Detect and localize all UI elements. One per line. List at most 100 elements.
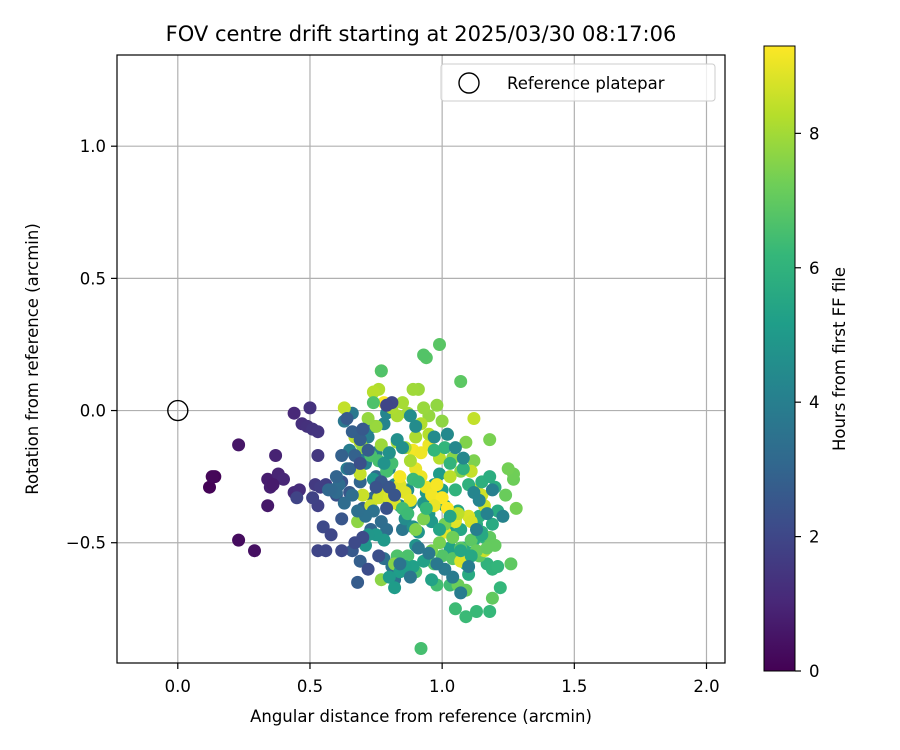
data-point	[351, 575, 365, 589]
data-point	[472, 493, 486, 507]
data-point	[382, 570, 396, 584]
data-point	[361, 412, 375, 425]
data-point	[353, 456, 367, 470]
data-point	[382, 446, 396, 460]
y-tick-label: 0.5	[80, 269, 106, 288]
data-point	[311, 449, 325, 462]
data-point	[483, 433, 497, 447]
data-point	[456, 451, 470, 465]
data-point	[340, 412, 354, 425]
x-tick-label: 0.0	[165, 677, 191, 696]
data-point	[440, 427, 454, 441]
data-point	[483, 470, 497, 484]
colorbar-label: Hours from first FF file	[830, 267, 849, 451]
data-point	[374, 364, 388, 378]
chart-title: FOV centre drift starting at 2025/03/30 …	[166, 22, 677, 46]
data-point	[203, 480, 216, 494]
data-point	[433, 467, 446, 481]
legend-box	[440, 63, 716, 102]
data-point	[448, 441, 462, 455]
data-point	[388, 488, 402, 502]
x-tick-label: 0.5	[297, 677, 323, 696]
data-point	[335, 512, 349, 526]
colorbar-tick-label: 4	[809, 393, 820, 412]
data-point	[480, 541, 494, 555]
data-point	[417, 401, 431, 415]
data-point	[462, 560, 476, 573]
y-tick-label: −0.5	[66, 534, 106, 553]
data-point	[470, 523, 483, 536]
data-point	[266, 478, 280, 492]
data-point	[427, 430, 441, 444]
legend-marker-icon	[458, 72, 480, 94]
colorbar-tick-label: 8	[809, 124, 820, 143]
data-point	[401, 549, 415, 563]
data-point	[366, 396, 380, 410]
y-axis-label: Rotation from reference (arcmin)	[23, 223, 42, 495]
data-point	[322, 483, 335, 497]
data-point	[454, 586, 468, 600]
data-point	[372, 491, 386, 505]
data-point	[411, 475, 425, 489]
data-point	[303, 401, 317, 415]
data-point	[311, 425, 325, 439]
data-point	[351, 504, 365, 518]
x-tick-label: 1.0	[429, 677, 455, 696]
legend-label: Reference platepar	[507, 74, 665, 93]
data-point	[377, 456, 391, 470]
data-point	[414, 642, 428, 655]
data-point	[396, 396, 409, 410]
data-point	[456, 462, 470, 476]
x-tick-label: 2.0	[693, 677, 719, 696]
data-point	[430, 557, 444, 571]
data-point	[427, 443, 441, 457]
data-point	[509, 501, 523, 515]
data-point	[433, 338, 446, 351]
y-tick-label: 1.0	[80, 137, 106, 156]
data-point	[414, 446, 428, 460]
data-point	[448, 483, 462, 497]
data-point	[446, 570, 460, 584]
data-point	[324, 528, 338, 542]
data-point	[353, 554, 367, 568]
data-point	[467, 412, 481, 425]
x-axis-label: Angular distance from reference (arcmin)	[250, 707, 592, 726]
data-point	[232, 533, 246, 547]
data-point	[345, 425, 359, 439]
data-point	[329, 470, 343, 484]
data-point	[409, 419, 423, 433]
data-point	[369, 419, 383, 433]
data-point	[374, 438, 388, 452]
data-point	[459, 610, 473, 624]
data-point	[483, 605, 497, 618]
ticks-layer: 0.0 0.5 1.0 1.5 2.0 1.0 0.5 0.0 −0.5	[66, 137, 720, 696]
data-point	[337, 496, 351, 510]
data-point	[485, 591, 499, 605]
data-point	[369, 480, 383, 494]
y-tick-label: 0.0	[80, 402, 106, 421]
data-point	[343, 462, 357, 476]
data-point	[316, 520, 330, 534]
data-point	[454, 544, 468, 558]
colorbar-ticks: 0 2 4 6 8	[795, 124, 820, 681]
data-point	[443, 509, 457, 523]
data-point	[459, 435, 473, 449]
colorbar-tick-label: 2	[809, 528, 820, 547]
data-point	[504, 557, 518, 571]
data-point	[403, 570, 417, 584]
colorbar-tick-label: 6	[809, 259, 820, 278]
data-point	[443, 541, 457, 555]
data-point	[388, 581, 402, 595]
colorbar-tick-label: 0	[809, 662, 820, 681]
points-layer	[203, 338, 523, 655]
data-point	[380, 523, 394, 536]
data-point	[409, 523, 423, 536]
data-point	[480, 507, 494, 521]
data-point	[422, 546, 436, 560]
data-point	[501, 462, 515, 476]
data-point	[396, 441, 409, 455]
data-point	[446, 530, 460, 544]
data-point	[361, 562, 375, 576]
data-point	[372, 549, 386, 563]
